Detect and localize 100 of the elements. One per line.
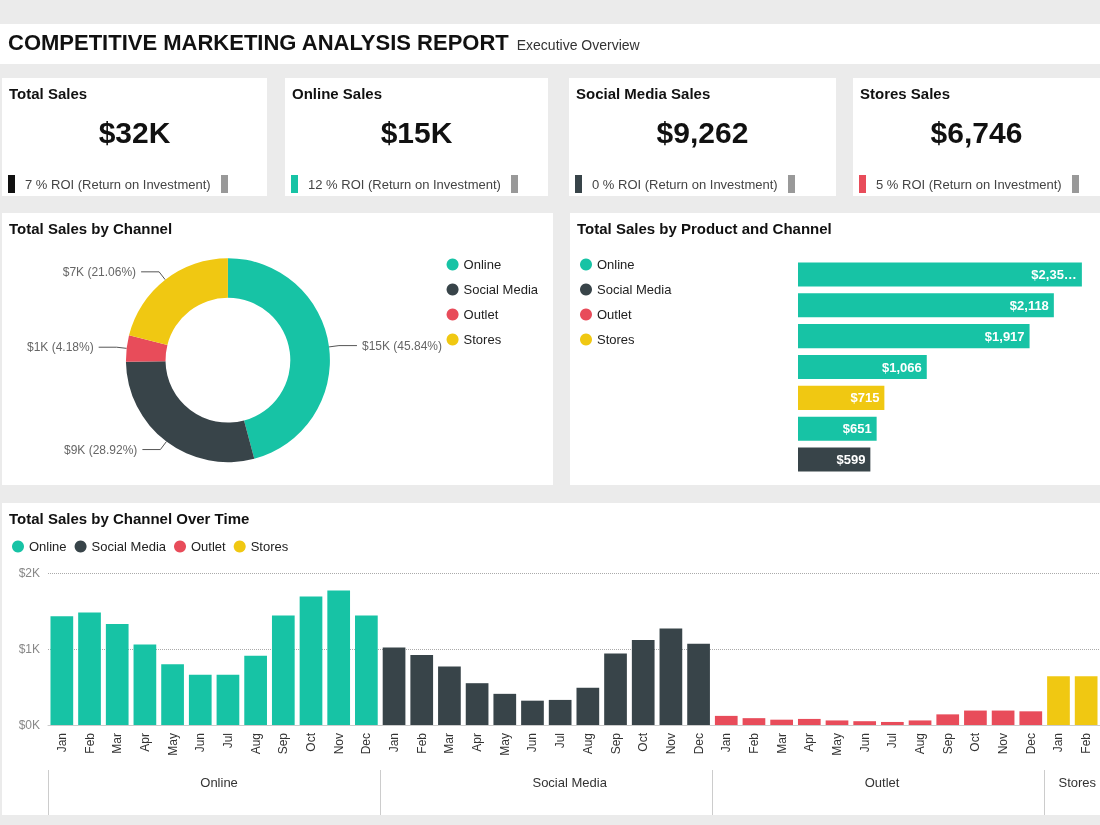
text: Executive Overview xyxy=(516,37,640,53)
legend-label: Stores xyxy=(463,332,502,347)
x-tick-label: Apr xyxy=(470,733,485,752)
x-tick-label: Feb xyxy=(746,732,761,754)
text: Online Sales xyxy=(292,85,383,102)
bar xyxy=(188,674,212,725)
text: 5 % ROI (Return on Investment) xyxy=(876,176,1062,192)
bar xyxy=(105,623,129,725)
bar xyxy=(631,639,655,725)
x-tick-label: Feb xyxy=(82,732,97,754)
data-label: $9K (28.92%) xyxy=(63,442,138,457)
data-label: $1K (4.18%) xyxy=(26,340,94,355)
bar xyxy=(991,710,1015,725)
bar xyxy=(548,699,572,725)
x-tick-label: Nov xyxy=(996,733,1011,755)
text: Online xyxy=(200,775,238,790)
legend-label: Social Media xyxy=(597,282,673,297)
y-tick-label: $2K xyxy=(18,566,40,580)
x-tick-label: Apr xyxy=(137,733,152,752)
x-tick-label: Jan xyxy=(54,733,69,753)
legend-label: Online xyxy=(463,257,502,272)
bar xyxy=(244,655,267,725)
bar xyxy=(687,643,710,725)
text: 7 % ROI (Return on Investment) xyxy=(25,176,211,192)
data-label: $651 xyxy=(842,421,872,437)
bar xyxy=(382,647,406,725)
chart-title: Total Sales by Product and Channel xyxy=(577,220,832,237)
legend-label: Stores xyxy=(250,539,289,554)
text: Social Media Sales xyxy=(576,85,711,102)
legend-label: Online xyxy=(597,257,635,272)
bar xyxy=(798,324,1030,349)
bar xyxy=(271,615,295,725)
bar xyxy=(299,596,323,725)
x-tick-label: Jul xyxy=(553,733,568,749)
x-tick-label: Jun xyxy=(193,733,208,753)
text: Stores Sales xyxy=(860,85,951,102)
legend-label: Social Media xyxy=(463,282,539,297)
bar xyxy=(742,718,766,725)
x-tick-label: Mar xyxy=(442,733,457,754)
data-label: $7K (21.06%) xyxy=(62,264,137,279)
bar xyxy=(604,653,627,725)
y-tick-label: $1K xyxy=(18,642,40,656)
text: 12 % ROI (Return on Investment) xyxy=(308,176,501,192)
x-tick-label: Nov xyxy=(331,733,346,755)
text: $6,746 xyxy=(929,116,1024,150)
text: Total Sales xyxy=(9,85,88,102)
legend-label: Outlet xyxy=(597,307,633,322)
bar xyxy=(798,385,885,410)
bar xyxy=(465,683,489,725)
bar xyxy=(798,293,1054,318)
bar xyxy=(1074,676,1098,725)
bar xyxy=(521,700,544,725)
x-tick-label: Jan xyxy=(719,733,734,753)
bar xyxy=(1019,711,1043,725)
bar xyxy=(659,628,683,725)
data-label: $715 xyxy=(850,390,880,406)
x-tick-label: Dec xyxy=(359,733,374,755)
bar xyxy=(825,720,849,725)
bar xyxy=(908,720,932,725)
x-tick-label: Jan xyxy=(1051,733,1066,753)
x-tick-label: Oct xyxy=(636,732,651,752)
text: Social Media xyxy=(532,775,607,790)
legend-label: Outlet xyxy=(191,539,227,554)
x-tick-label: Mar xyxy=(774,733,789,754)
text: Stores xyxy=(1058,775,1097,790)
x-tick-label: Oct xyxy=(968,732,983,752)
x-tick-label: Jul xyxy=(220,733,235,749)
legend-label: Online xyxy=(29,539,67,554)
bar xyxy=(161,664,184,725)
bar xyxy=(78,612,101,725)
bar xyxy=(881,721,904,725)
bar xyxy=(936,714,960,725)
x-tick-label: Apr xyxy=(802,733,817,752)
text: COMPETITIVE MARKETING ANALYSIS REPORT xyxy=(8,30,509,55)
legend-label: Outlet xyxy=(463,307,499,322)
data-label: $1,917 xyxy=(984,328,1025,344)
bar xyxy=(216,674,240,725)
x-tick-label: Dec xyxy=(691,733,706,755)
bar xyxy=(798,262,1082,287)
x-tick-label: Nov xyxy=(663,733,678,755)
x-tick-label: Jul xyxy=(885,733,900,749)
x-tick-label: Oct xyxy=(304,732,318,752)
text: $15K xyxy=(379,116,454,150)
text: Outlet xyxy=(864,775,900,790)
data-label: $2,118 xyxy=(1009,297,1049,313)
x-tick-label: Feb xyxy=(414,732,429,754)
x-tick-label: Aug xyxy=(580,733,595,755)
x-tick-label: Aug xyxy=(248,733,263,755)
legend-label: Social Media xyxy=(91,539,167,554)
bar xyxy=(853,721,877,725)
text: $9,262 xyxy=(655,116,750,150)
x-tick-label: May xyxy=(830,733,844,756)
x-tick-label: Jun xyxy=(857,733,872,753)
bar xyxy=(714,715,738,725)
bar xyxy=(50,616,74,725)
chart-title: Total Sales by Channel xyxy=(9,220,173,237)
legend-label: Stores xyxy=(597,332,636,347)
text: $32K xyxy=(97,116,172,150)
bar xyxy=(798,354,927,380)
x-tick-label: Aug xyxy=(913,733,928,755)
